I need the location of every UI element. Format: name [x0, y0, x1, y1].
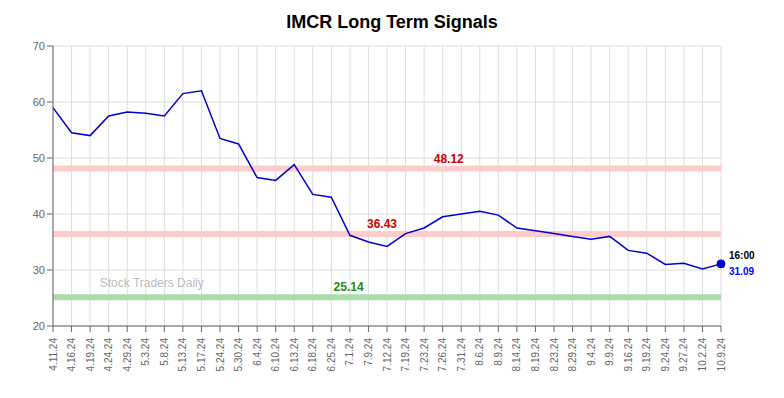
svg-text:9.9.24: 9.9.24: [604, 338, 615, 366]
svg-text:7.19.24: 7.19.24: [400, 338, 411, 372]
svg-text:5.8.24: 5.8.24: [159, 338, 170, 366]
svg-text:9.16.24: 9.16.24: [623, 338, 634, 372]
svg-text:8.19.24: 8.19.24: [530, 338, 541, 372]
svg-text:7.31.24: 7.31.24: [456, 338, 467, 372]
svg-text:10.9.24: 10.9.24: [716, 338, 727, 372]
svg-text:60: 60: [33, 96, 45, 108]
html-text:Stock Traders Daily: Stock Traders Daily: [99, 275, 204, 290]
svg-text:4.16.24: 4.16.24: [66, 338, 77, 372]
svg-text:6.18.24: 6.18.24: [307, 338, 318, 372]
svg-text:40: 40: [33, 208, 45, 220]
svg-text:8.14.24: 8.14.24: [511, 338, 522, 372]
svg-text:5.3.24: 5.3.24: [140, 338, 151, 366]
svg-text:30: 30: [33, 264, 45, 276]
svg-text:5.24.24: 5.24.24: [215, 338, 226, 372]
svg-text:48.12: 48.12: [434, 152, 464, 166]
svg-text:6.25.24: 6.25.24: [326, 338, 337, 372]
svg-text:9.24.24: 9.24.24: [660, 338, 671, 372]
svg-text:7.9.24: 7.9.24: [363, 338, 374, 366]
html-text:IMCR Long Term Signals: IMCR Long Term Signals: [286, 12, 498, 32]
svg-text:10.2.24: 10.2.24: [697, 338, 708, 372]
svg-text:9.27.24: 9.27.24: [678, 338, 689, 372]
svg-text:7.1.24: 7.1.24: [344, 338, 355, 366]
svg-text:6.4.24: 6.4.24: [252, 338, 263, 366]
svg-text:25.14: 25.14: [334, 280, 364, 294]
svg-text:7.26.24: 7.26.24: [437, 338, 448, 372]
svg-text:8.29.24: 8.29.24: [567, 338, 578, 372]
svg-text:9.4.24: 9.4.24: [586, 338, 597, 366]
svg-text:4.19.24: 4.19.24: [85, 338, 96, 372]
svg-text:50: 50: [33, 152, 45, 164]
svg-text:16:00: 16:00: [729, 250, 755, 261]
svg-text:70: 70: [33, 40, 45, 52]
svg-text:8.9.24: 8.9.24: [493, 338, 504, 366]
svg-text:20: 20: [33, 320, 45, 332]
svg-text:6.10.24: 6.10.24: [270, 338, 281, 372]
svg-text:4.29.24: 4.29.24: [122, 338, 133, 372]
svg-text:6.13.24: 6.13.24: [289, 338, 300, 372]
svg-text:8.6.24: 8.6.24: [474, 338, 485, 366]
svg-text:7.12.24: 7.12.24: [382, 338, 393, 372]
svg-text:5.13.24: 5.13.24: [177, 338, 188, 372]
svg-text:4.11.24: 4.11.24: [48, 338, 59, 371]
svg-text:8.23.24: 8.23.24: [549, 338, 560, 372]
svg-text:5.17.24: 5.17.24: [196, 338, 207, 372]
svg-text:9.19.24: 9.19.24: [641, 338, 652, 372]
svg-text:36.43: 36.43: [367, 217, 397, 231]
svg-text:4.24.24: 4.24.24: [103, 338, 114, 372]
svg-text:7.23.24: 7.23.24: [419, 338, 430, 372]
svg-text:31.09: 31.09: [729, 266, 754, 277]
svg-text:5.30.24: 5.30.24: [233, 338, 244, 372]
